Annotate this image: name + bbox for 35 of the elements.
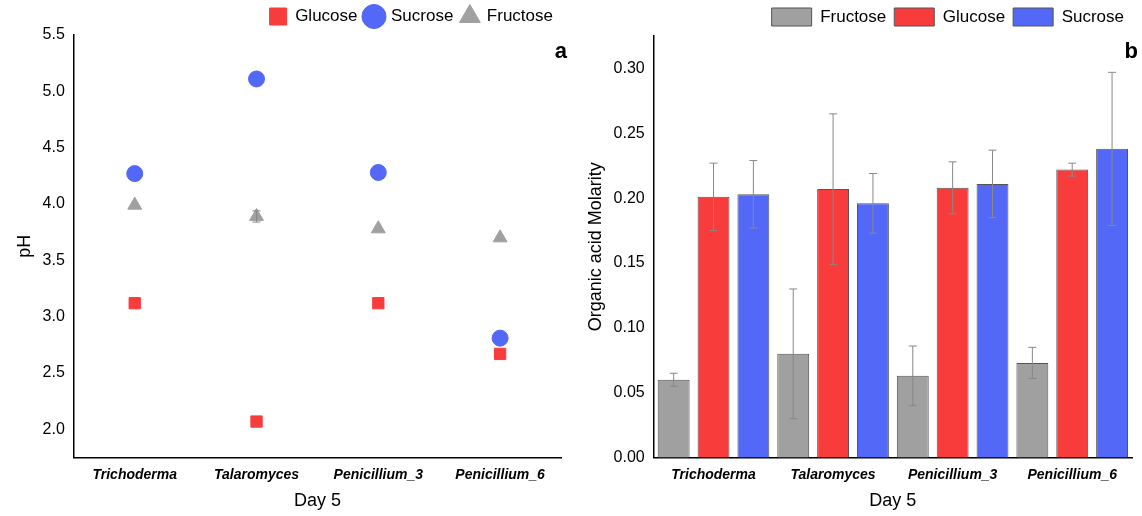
x-tick-label: Trichoderma [92, 465, 178, 482]
x-tick-label: Penicillium_3 [907, 465, 998, 482]
y-tick-label: 0.20 [613, 188, 645, 206]
legend-label: Glucose [942, 6, 1006, 26]
legend-label: Fructose [820, 6, 887, 26]
y-tick-label: 0.30 [613, 58, 645, 76]
legend-label: Fructose [486, 6, 554, 26]
y-tick-label: 4.0 [42, 194, 65, 212]
y-tick-label: 3.0 [42, 307, 65, 325]
x-tick-label: Penicillium_6 [1027, 465, 1118, 482]
x-tick-label: Talaromyces [213, 465, 300, 482]
y-tick-label: 5.0 [42, 81, 65, 99]
legend-label: Sucrose [391, 6, 454, 26]
y-tick-label: 0.25 [613, 123, 645, 141]
legend-label: Glucose [295, 6, 358, 26]
y-tick-label: 4.5 [42, 138, 65, 156]
legend-label: Sucrose [1061, 6, 1125, 26]
y-axis-title: pH [13, 234, 34, 258]
y-tick-label: 0.00 [613, 448, 645, 466]
x-axis-title: Day 5 [869, 490, 917, 511]
y-axis-title: Organic acid Molarity [584, 162, 605, 332]
x-tick-label: Trichoderma [671, 465, 757, 482]
annotation: a [554, 38, 568, 64]
y-tick-label: 2.0 [42, 419, 65, 437]
y-tick-label: 0.05 [613, 383, 645, 401]
x-tick-label: Penicillium_3 [333, 465, 424, 482]
x-tick-label: Talaromyces [790, 465, 876, 482]
y-tick-label: 3.5 [42, 250, 65, 268]
annotation: b [1124, 38, 1138, 64]
y-tick-label: 0.15 [613, 253, 645, 271]
y-tick-label: 0.10 [613, 318, 645, 336]
x-tick-label: Penicillium_6 [455, 465, 546, 482]
y-tick-label: 2.5 [42, 363, 65, 381]
x-axis-title: Day 5 [293, 490, 341, 511]
y-tick-label: 5.5 [42, 25, 65, 43]
